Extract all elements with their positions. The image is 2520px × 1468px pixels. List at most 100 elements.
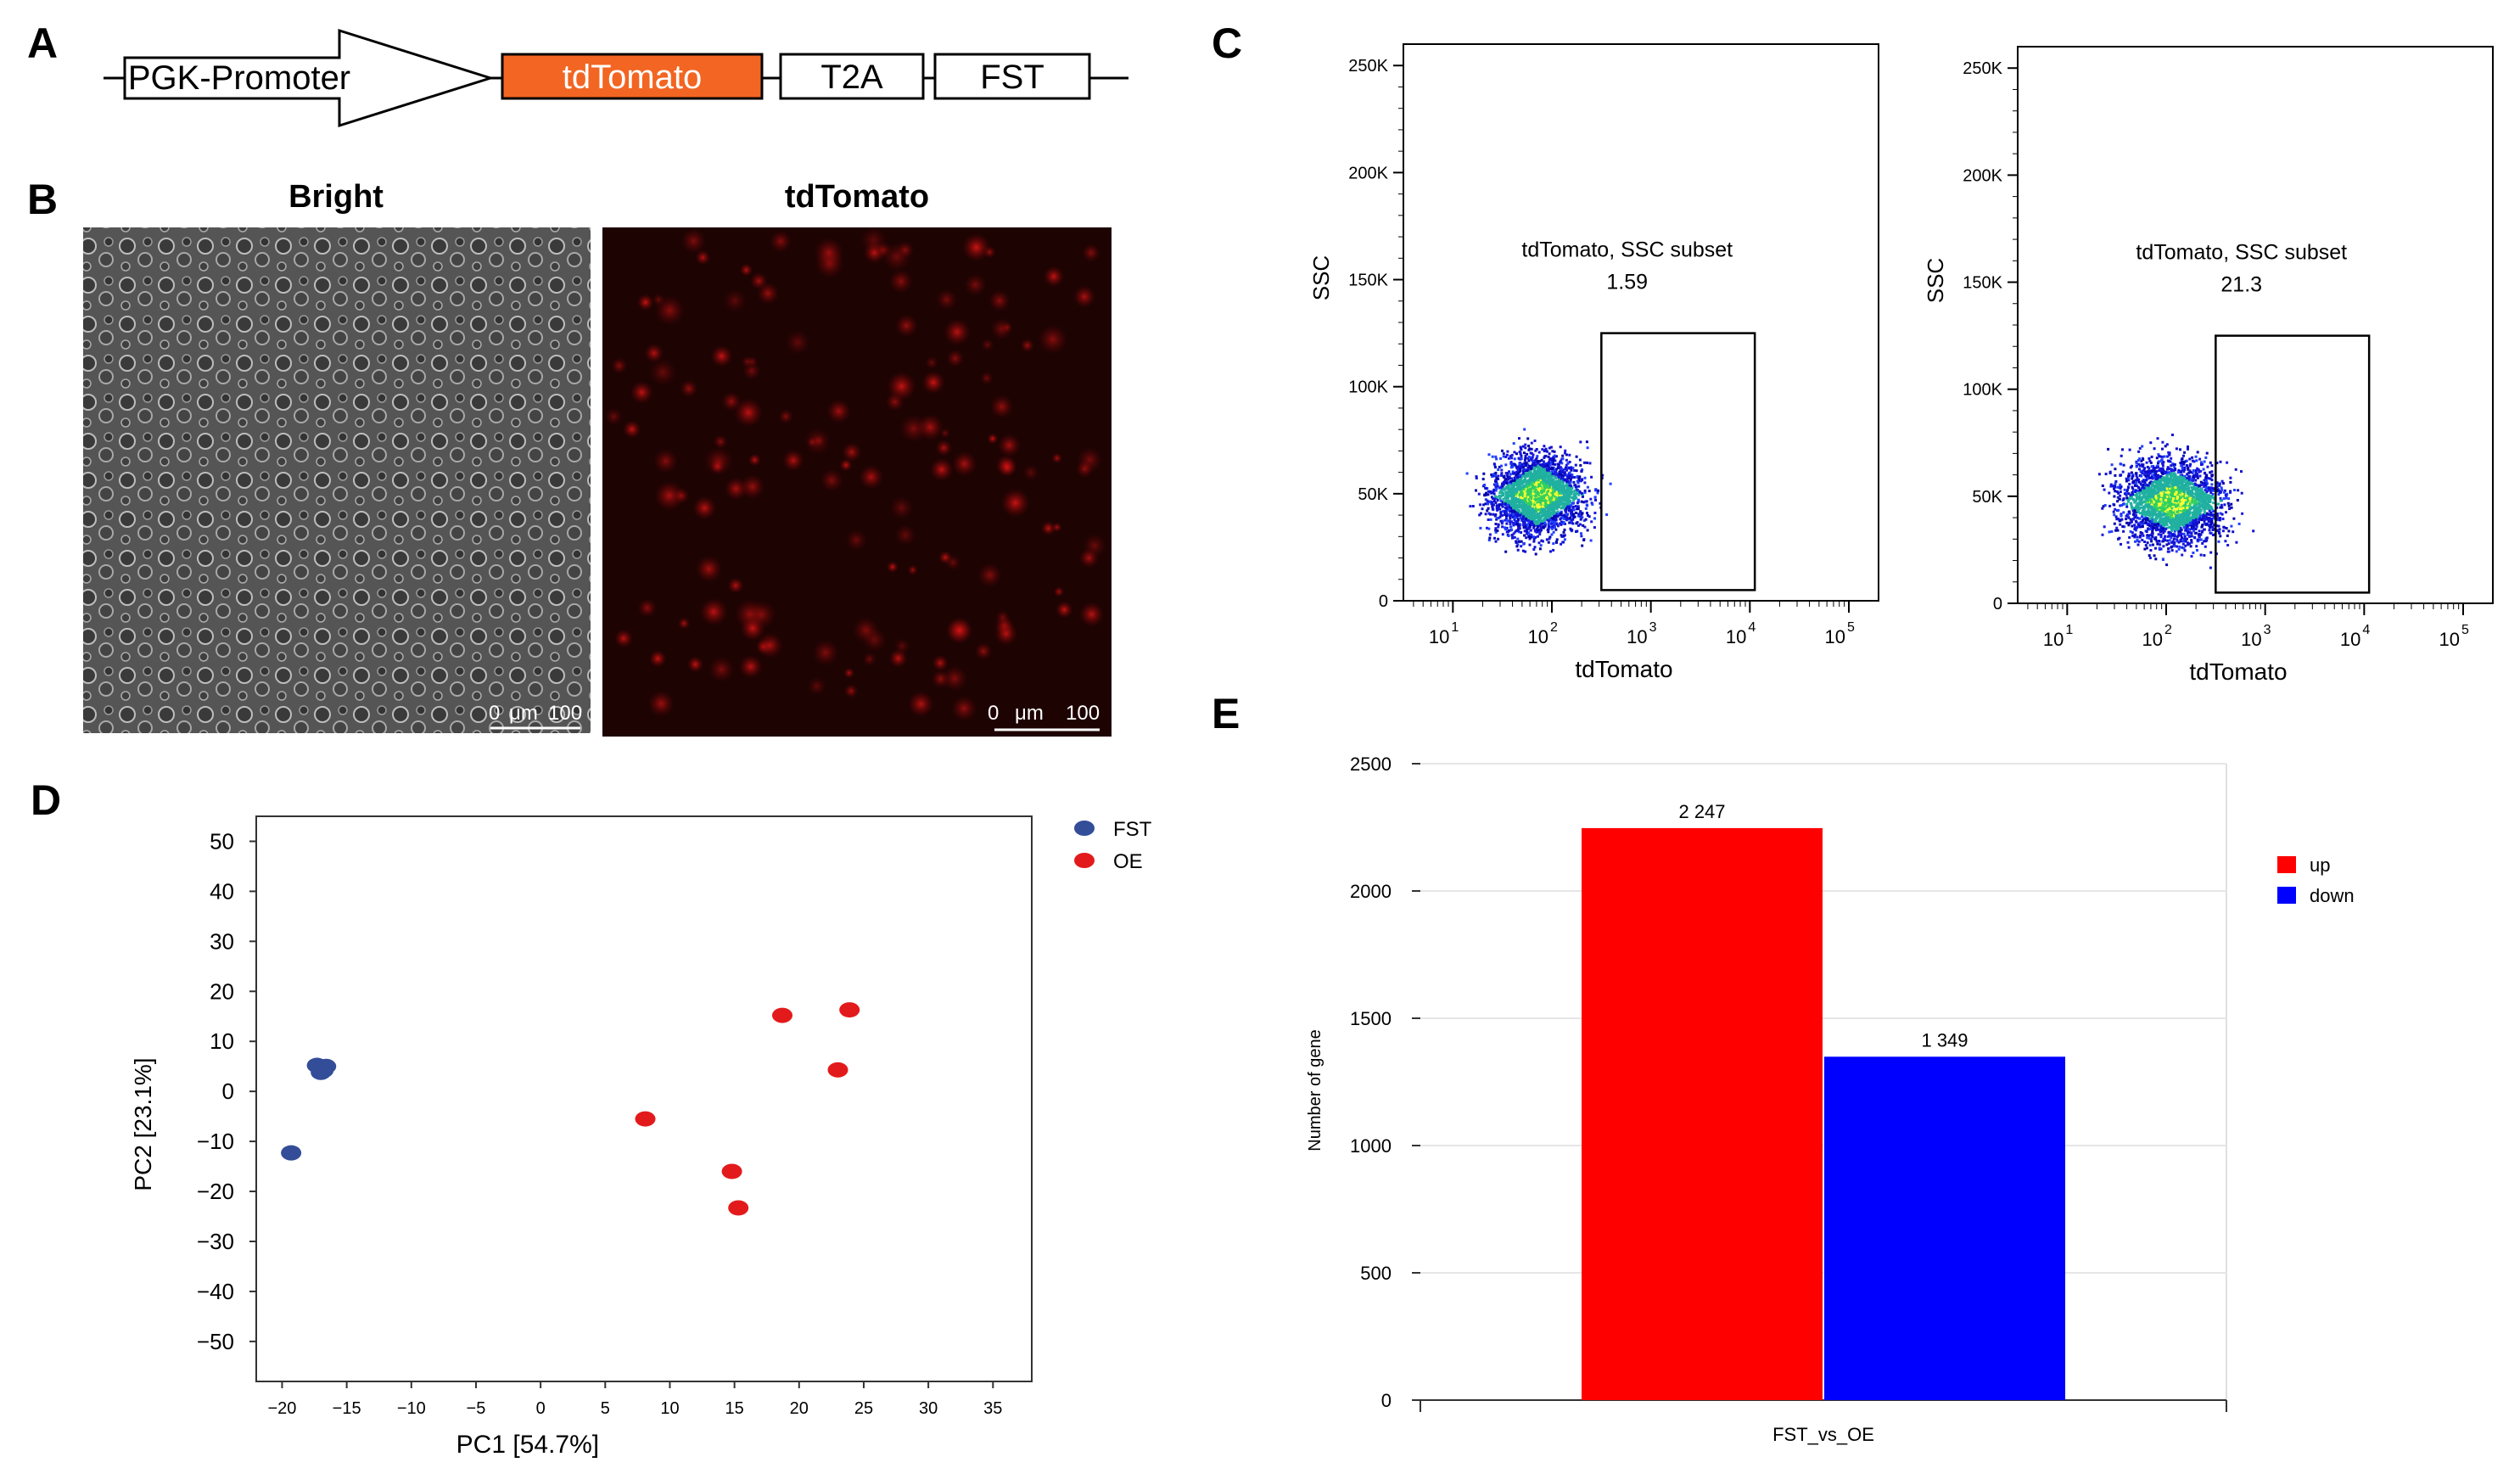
- flow-event: [1524, 464, 1527, 468]
- flow-event: [2104, 473, 2108, 476]
- flow-event: [1530, 441, 1533, 445]
- flow-event: [2171, 462, 2175, 466]
- promoter-label: PGK-Promoter: [128, 59, 350, 97]
- flow-event: [1538, 533, 1542, 536]
- flow-event: [1494, 455, 1498, 458]
- flow-event: [2182, 496, 2186, 499]
- flow-event: [1579, 464, 1582, 467]
- flow-event: [1511, 470, 1515, 473]
- flow-event: [1562, 468, 1565, 472]
- flow-event: [1523, 529, 1526, 533]
- flow-event: [2186, 541, 2189, 545]
- flow-event: [1538, 470, 1542, 473]
- flow-event: [1533, 503, 1537, 507]
- flow-event: [1515, 545, 1519, 548]
- flow-event: [2207, 477, 2210, 480]
- flow-event: [1536, 521, 1539, 524]
- flow-event: [1564, 449, 1567, 452]
- flow-event: [2209, 531, 2212, 535]
- flow-event: [2184, 522, 2187, 525]
- flow-event: [1542, 492, 1545, 496]
- fluorescent-cell: [862, 652, 877, 667]
- flow-event: [1562, 520, 1565, 524]
- flow-event: [1536, 524, 1539, 528]
- flow-event: [1497, 474, 1500, 478]
- flow-event: [1509, 522, 1512, 525]
- flow-event: [1504, 456, 1508, 458]
- flow-event: [1512, 487, 1515, 490]
- flow-event: [1532, 515, 1536, 518]
- flow-event: [1532, 485, 1535, 487]
- flow-event: [1532, 526, 1536, 529]
- fluorescent-cell: [894, 314, 918, 338]
- flow-event: [2170, 536, 2173, 540]
- flow-event: [1564, 479, 1567, 482]
- flow-event: [1515, 472, 1519, 475]
- flow-event: [2143, 467, 2147, 470]
- flow-event: [1576, 501, 1579, 505]
- flow-event: [2135, 496, 2138, 500]
- flow-event: [1511, 513, 1515, 516]
- flow-event: [1516, 543, 1520, 546]
- flow-event: [1545, 481, 1548, 485]
- flow-event: [1528, 490, 1532, 493]
- flow-event: [1538, 530, 1542, 534]
- flow-event: [1572, 492, 1576, 496]
- flow-event: [1505, 509, 1509, 513]
- flow-event: [1547, 455, 1550, 458]
- flow-event: [1545, 506, 1548, 509]
- flow-event: [2209, 461, 2212, 464]
- flow-event: [1565, 463, 1568, 467]
- flow-event: [1576, 524, 1580, 527]
- flow-event: [1583, 476, 1587, 479]
- flow-event: [2136, 459, 2140, 462]
- flow-event: [2187, 471, 2191, 474]
- flow-event: [1543, 494, 1547, 497]
- flow-event: [2211, 473, 2215, 477]
- flow-event: [2198, 518, 2201, 521]
- flow-event: [1494, 501, 1498, 504]
- flow-event: [1532, 505, 1535, 507]
- flow-y-tick-label: 200K: [1963, 166, 2002, 185]
- flow-event: [2211, 496, 2215, 499]
- flow-event: [2136, 511, 2140, 514]
- flow-event: [1529, 491, 1532, 495]
- flow-event: [2211, 509, 2215, 513]
- flow-event: [1581, 544, 1584, 547]
- flow-event: [1496, 517, 1499, 519]
- flow-event: [2137, 450, 2141, 453]
- flow-event: [1543, 445, 1546, 448]
- flow-event: [2155, 517, 2159, 520]
- flow-event: [2175, 501, 2178, 505]
- flow-event: [1526, 463, 1530, 467]
- flow-event: [2120, 473, 2123, 477]
- flow-event: [2134, 511, 2137, 514]
- flow-event: [1581, 478, 1583, 481]
- flow-event: [1515, 503, 1519, 507]
- flow-event: [1569, 481, 1572, 485]
- flow-event: [2140, 486, 2143, 490]
- flow-event: [2146, 541, 2149, 545]
- flow-event: [1565, 468, 1568, 472]
- fluorescent-cell: [695, 555, 723, 583]
- flow-event: [2176, 479, 2178, 483]
- flow-event: [2181, 467, 2184, 470]
- flow-event: [1521, 509, 1525, 513]
- flow-event: [2223, 503, 2226, 507]
- flow-event: [2189, 496, 2192, 500]
- flow-event: [2176, 518, 2179, 521]
- flow-event: [1502, 509, 1505, 513]
- fluorescent-cell: [741, 356, 753, 368]
- flow-event: [1529, 469, 1532, 473]
- flow-event: [1494, 489, 1498, 492]
- flow-event: [2162, 483, 2165, 486]
- flow-event: [1575, 522, 1578, 525]
- flow-event: [2114, 485, 2116, 488]
- flow-event: [2159, 547, 2163, 551]
- flow-event: [2188, 457, 2192, 461]
- fluorescent-cell: [813, 434, 826, 447]
- flow-event: [2119, 523, 2122, 526]
- flow-event: [2192, 506, 2196, 509]
- flow-event: [1549, 481, 1553, 485]
